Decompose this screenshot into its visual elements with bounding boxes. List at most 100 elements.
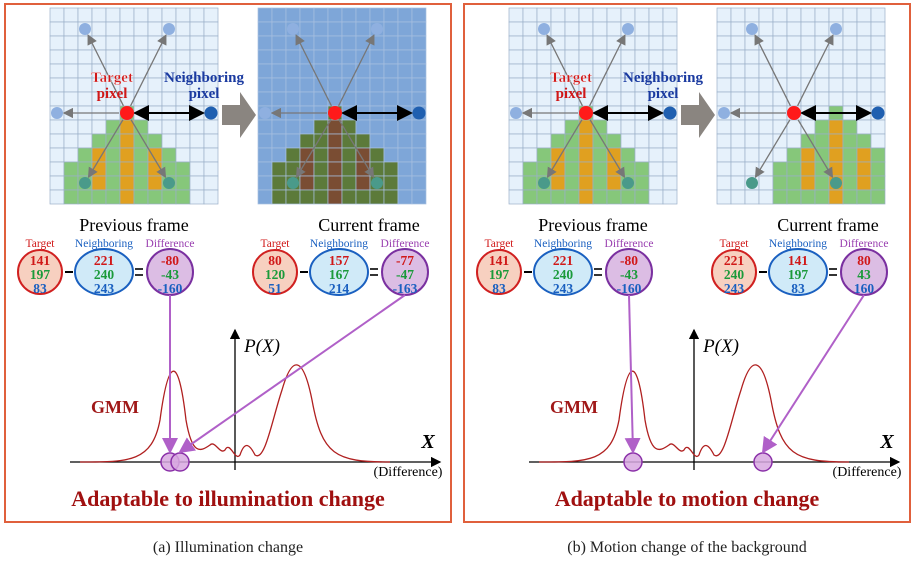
grid-cell [258,78,272,92]
grid-cell [509,162,523,176]
grid-cell [607,176,621,190]
grid-cell [148,78,162,92]
grid-cell [258,162,272,176]
grid-cell [64,162,78,176]
grid-cell [551,190,565,204]
frame-title: Previous frame [538,215,647,235]
grid-cell [649,134,663,148]
grid-cell [176,22,190,36]
difference-value: -43 [620,267,638,282]
grid-cell [593,148,607,162]
grid-cell [370,92,384,106]
grid-cell [607,22,621,36]
grid-cell [635,190,649,204]
grid-cell [328,134,342,148]
grid-cell [607,120,621,134]
grid-cell [398,8,412,22]
grid-cell [78,64,92,78]
grid-cell [258,148,272,162]
grid-cell [370,134,384,148]
pixel-dot [830,177,842,189]
grid-cell [328,190,342,204]
grid-cell [300,120,314,134]
grid-cell [509,50,523,64]
grid-cell [843,36,857,50]
grid-cell [272,92,286,106]
grid-cell [272,8,286,22]
grid-cell [50,22,64,36]
grid-cell [384,176,398,190]
grid-cell [120,134,134,148]
grid-cell [176,134,190,148]
grid-cell [314,176,328,190]
pixel-dot [622,23,634,35]
grid-cell [272,36,286,50]
grid-cell [717,162,731,176]
pixel-dot [510,107,522,119]
panel: TargetpixelNeighboringpixelPrevious fram… [5,4,451,556]
frame-title: Current frame [777,215,878,235]
neighboring-value: 214 [329,281,350,296]
grid-cell [356,134,370,148]
grid-cell [272,120,286,134]
grid-cell [635,8,649,22]
grid-cell [412,148,426,162]
grid-cell [745,8,759,22]
grid-cell [523,176,537,190]
grid-cell [148,92,162,106]
grid-cell [64,8,78,22]
x-label: X [420,431,435,453]
grid-cell [300,92,314,106]
grid-cell [871,190,885,204]
grid-cell [759,22,773,36]
neighboring-value: 83 [791,281,805,296]
frame-arrow [222,92,256,138]
grid-cell [120,176,134,190]
grid-cell [384,148,398,162]
grid-cell [272,50,286,64]
target-value: 221 [724,253,745,268]
grid-cell [356,22,370,36]
grid-cell [871,64,885,78]
grid-cell [815,78,829,92]
grid-cell [258,8,272,22]
grid-cell [384,134,398,148]
grid-cell [663,148,677,162]
grid-cell [871,8,885,22]
grid-cell [64,50,78,64]
grid-cell [551,120,565,134]
grid-cell [78,8,92,22]
grid-cell [176,176,190,190]
grid-cell [773,190,787,204]
grid-cell [773,176,787,190]
grid-cell [78,148,92,162]
grid-cell [286,120,300,134]
grid-cell [384,22,398,36]
grid-cell [579,190,593,204]
neighboring-value: 221 [94,253,115,268]
grid-cell [342,8,356,22]
pixel-dot [622,177,634,189]
grid-cell [523,120,537,134]
grid-cell [731,134,745,148]
grid-cell [106,176,120,190]
grid-cell [272,176,286,190]
grid-cell [565,36,579,50]
grid-cell [871,148,885,162]
grid-cell [78,120,92,134]
x-sublabel: (Difference) [374,465,443,480]
grid-cell [162,8,176,22]
grid-cell [286,92,300,106]
grid-cell [843,162,857,176]
grid-cell [551,176,565,190]
frame-title: Current frame [318,215,419,235]
grid-cell [258,134,272,148]
grid-cell [120,148,134,162]
grid-cell [663,50,677,64]
grid-cell [621,134,635,148]
grid-cell [663,22,677,36]
grid-cell [134,176,148,190]
grid-cell [162,50,176,64]
grid-cell [398,22,412,36]
grid-cell [64,120,78,134]
